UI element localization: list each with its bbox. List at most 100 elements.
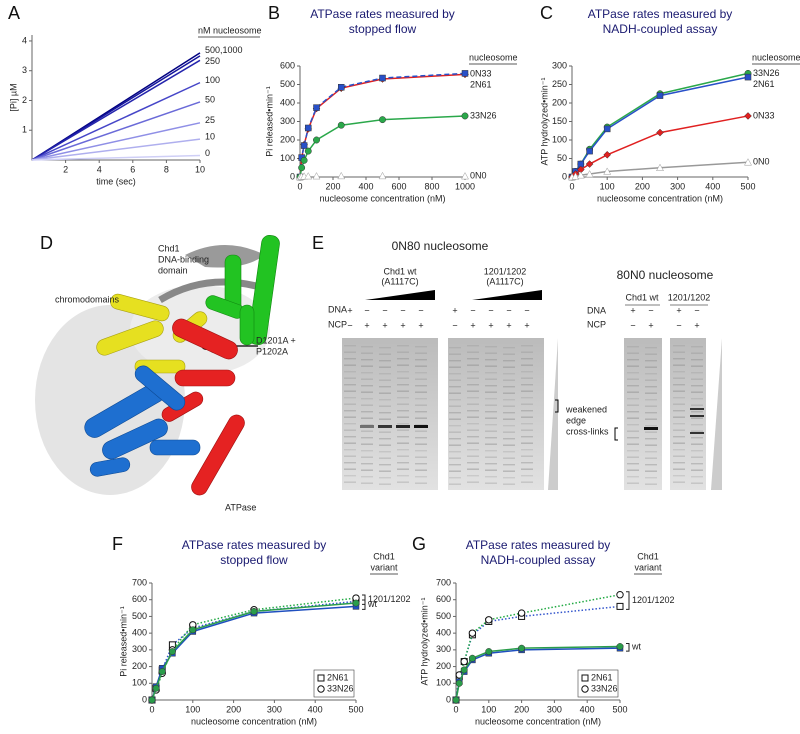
marker	[379, 116, 386, 124]
gel-band	[415, 365, 427, 367]
gel-band	[344, 410, 356, 412]
gel-band	[627, 437, 639, 439]
gel-band	[645, 386, 657, 388]
gel-band	[627, 424, 639, 426]
panel-letter: A	[8, 3, 20, 23]
y-axis-label: ATP hydrolyzed•min⁻¹	[419, 597, 429, 685]
gel-band	[344, 462, 356, 464]
gel-band	[691, 378, 703, 380]
gel-group: (A1117C)	[381, 276, 418, 286]
marker	[744, 73, 752, 81]
y-axis-label: Pi released•min⁻¹	[118, 606, 128, 676]
legend-label: 33N26	[327, 683, 354, 693]
gel-band	[379, 451, 391, 453]
gel-band	[344, 358, 356, 360]
gel-band	[344, 468, 356, 470]
gel-band	[379, 347, 391, 349]
gel-band	[503, 457, 515, 459]
gel-band	[627, 463, 639, 465]
gel-band	[361, 450, 373, 452]
gel-band	[467, 481, 479, 483]
annotation: P1202A	[256, 346, 288, 356]
gel-band	[467, 358, 479, 360]
gel-band	[691, 365, 703, 367]
gel-band	[673, 358, 685, 360]
marker	[461, 70, 469, 77]
gel-band	[415, 430, 427, 432]
gel-band	[467, 423, 479, 425]
row-sign: +	[630, 305, 635, 315]
gel-band	[673, 468, 685, 470]
gel-band	[379, 464, 391, 466]
gel-band	[627, 346, 639, 348]
gel-band	[521, 410, 533, 412]
y-axis-label: Pi released•min⁻¹	[264, 86, 274, 156]
row-sign: −	[400, 305, 405, 315]
y-tick-label: 500	[436, 611, 451, 621]
gel-band	[521, 345, 533, 347]
marker	[461, 172, 469, 180]
gel-band	[415, 398, 427, 400]
x-tick-label: 200	[635, 181, 650, 191]
gel-band	[691, 476, 703, 478]
gel-band	[397, 436, 409, 438]
series-label: 0N33	[470, 69, 492, 79]
gel-band	[485, 411, 497, 413]
gel-band	[467, 351, 479, 353]
variant-bracket	[626, 643, 630, 652]
gel-band	[344, 455, 356, 457]
gel-band	[521, 442, 533, 444]
series-label: 0N0	[753, 157, 770, 167]
marker	[468, 629, 477, 637]
gel-band	[467, 475, 479, 477]
gel-band	[521, 429, 533, 431]
series-label: 0N33	[753, 110, 775, 120]
gel-band	[379, 418, 391, 420]
gel-band	[485, 398, 497, 400]
gel-band	[673, 371, 685, 373]
gel-band	[379, 386, 391, 388]
gel-band	[360, 425, 374, 428]
marker	[304, 147, 312, 155]
x-tick-label: 400	[358, 181, 373, 191]
gel-band	[627, 352, 639, 354]
y-tick-label: 500	[280, 79, 295, 89]
x-axis-label: time (sec)	[96, 176, 136, 186]
gel-band	[379, 470, 391, 472]
gel-band	[379, 373, 391, 375]
gel-band	[361, 404, 373, 406]
gel-band	[414, 425, 428, 428]
x-tick-label: 300	[267, 704, 282, 714]
y-tick-label: 0	[290, 171, 295, 181]
row-sign: +	[506, 320, 511, 330]
x-tick-label: 400	[705, 181, 720, 191]
marker	[460, 666, 468, 674]
gel-band	[521, 455, 533, 457]
row-sign: +	[418, 320, 423, 330]
row-sign: −	[630, 320, 635, 330]
y-tick-label: 1	[22, 125, 27, 135]
legend-label: 2N61	[591, 672, 613, 682]
gel-band	[344, 436, 356, 438]
x-tick-label: 100	[600, 181, 615, 191]
gel-band	[344, 429, 356, 431]
gel-band	[467, 403, 479, 405]
y-tick-label: 200	[436, 661, 451, 671]
gel-band	[645, 438, 657, 440]
y-tick-label: 200	[132, 661, 147, 671]
chart-title: ATPase rates measured by	[182, 538, 327, 552]
variant-label: wt	[631, 642, 641, 652]
gel-band	[467, 390, 479, 392]
marker	[603, 125, 611, 133]
x-axis-label: nucleosome concentration (nM)	[597, 193, 723, 203]
x-tick-label: 200	[514, 704, 529, 714]
chart-title: ATPase rates measured by	[588, 7, 733, 21]
gel-band	[627, 469, 639, 471]
gel-band	[691, 450, 703, 452]
marker	[455, 679, 463, 687]
gel-band	[673, 351, 685, 353]
gel-band	[344, 390, 356, 392]
y-tick-label: 300	[132, 644, 147, 654]
row-sign: +	[488, 320, 493, 330]
gel-band	[673, 410, 685, 412]
